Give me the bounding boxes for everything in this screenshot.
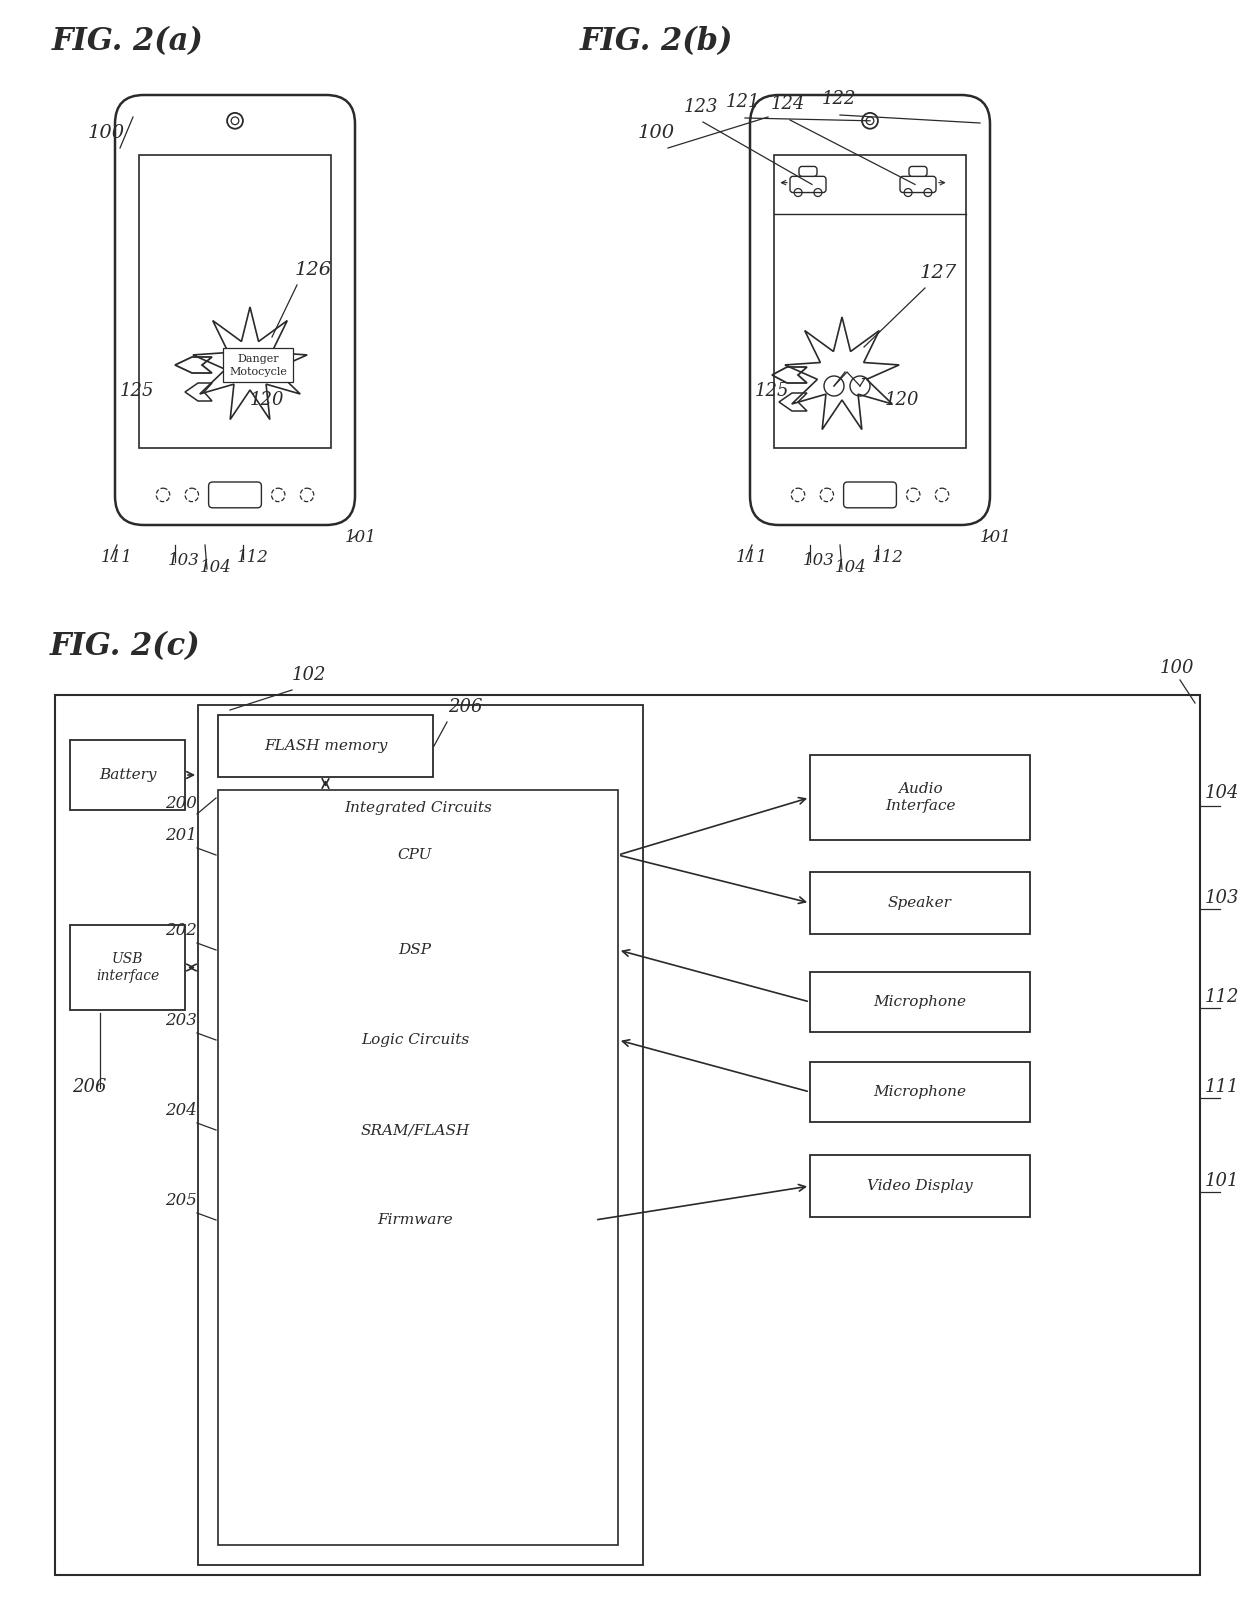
Text: 123: 123 xyxy=(684,97,718,117)
Text: 101: 101 xyxy=(345,529,377,547)
FancyBboxPatch shape xyxy=(799,166,817,176)
Text: 100: 100 xyxy=(639,125,675,142)
Bar xyxy=(139,155,331,447)
Text: Battery: Battery xyxy=(99,769,156,781)
Text: 104: 104 xyxy=(1205,783,1240,802)
Bar xyxy=(69,925,185,1010)
FancyBboxPatch shape xyxy=(208,483,262,508)
Bar xyxy=(236,1191,595,1250)
Text: 202: 202 xyxy=(165,922,197,940)
Text: 112: 112 xyxy=(872,550,904,566)
Bar xyxy=(236,1010,595,1071)
Text: 120: 120 xyxy=(250,390,284,409)
Bar xyxy=(236,920,595,980)
Bar xyxy=(810,873,1030,933)
Bar xyxy=(810,972,1030,1032)
Text: 125: 125 xyxy=(120,382,155,400)
Text: 101: 101 xyxy=(1205,1171,1240,1191)
FancyBboxPatch shape xyxy=(843,483,897,508)
Text: 206: 206 xyxy=(448,698,482,716)
Text: Video Display: Video Display xyxy=(867,1179,973,1194)
Text: 126: 126 xyxy=(295,260,332,280)
Bar xyxy=(69,740,185,810)
Text: Logic Circuits: Logic Circuits xyxy=(361,1032,469,1047)
Text: 104: 104 xyxy=(200,559,232,575)
Text: USB
interface: USB interface xyxy=(95,952,159,983)
Text: 100: 100 xyxy=(1159,658,1194,678)
Text: FIG. 2(a): FIG. 2(a) xyxy=(52,26,203,58)
Bar xyxy=(810,1155,1030,1218)
Text: SRAM/FLASH: SRAM/FLASH xyxy=(361,1123,470,1138)
Text: Microphone: Microphone xyxy=(873,996,966,1008)
Bar xyxy=(236,1099,595,1160)
Text: 201: 201 xyxy=(165,828,197,844)
Text: 120: 120 xyxy=(885,390,920,409)
Text: 111: 111 xyxy=(100,550,133,566)
Text: 103: 103 xyxy=(1205,888,1240,908)
Text: 203: 203 xyxy=(165,1012,197,1029)
FancyBboxPatch shape xyxy=(790,176,826,192)
FancyBboxPatch shape xyxy=(909,166,928,176)
Text: 101: 101 xyxy=(980,529,1012,547)
Text: 206: 206 xyxy=(72,1079,107,1096)
Bar xyxy=(218,789,618,1545)
Text: 103: 103 xyxy=(804,551,835,569)
FancyBboxPatch shape xyxy=(115,94,355,526)
Text: 103: 103 xyxy=(167,551,200,569)
Text: Motocycle: Motocycle xyxy=(229,368,286,377)
Text: 200: 200 xyxy=(165,794,197,812)
Text: Microphone: Microphone xyxy=(873,1085,966,1099)
Text: FLASH memory: FLASH memory xyxy=(264,738,387,753)
Text: DSP: DSP xyxy=(398,943,432,957)
Text: Integrated Circuits: Integrated Circuits xyxy=(343,801,492,815)
FancyBboxPatch shape xyxy=(750,94,990,526)
Text: 121: 121 xyxy=(725,93,760,110)
Text: Firmware: Firmware xyxy=(377,1213,453,1227)
Text: 204: 204 xyxy=(165,1103,197,1119)
Bar xyxy=(810,754,1030,841)
Text: 124: 124 xyxy=(771,94,806,113)
Bar xyxy=(218,714,433,777)
Text: Audio
Interface: Audio Interface xyxy=(885,783,955,813)
Bar xyxy=(774,155,966,447)
Bar xyxy=(55,695,1200,1576)
Text: 112: 112 xyxy=(1205,988,1240,1007)
Text: 125: 125 xyxy=(755,382,790,400)
Text: 112: 112 xyxy=(237,550,269,566)
Bar xyxy=(198,705,644,1564)
Text: 111: 111 xyxy=(737,550,768,566)
Text: 127: 127 xyxy=(920,264,957,281)
Bar xyxy=(810,1063,1030,1122)
Text: 104: 104 xyxy=(835,559,867,575)
Bar xyxy=(223,348,293,382)
Text: FIG. 2(c): FIG. 2(c) xyxy=(50,631,201,662)
Text: 122: 122 xyxy=(822,89,857,109)
Text: 111: 111 xyxy=(1205,1079,1240,1096)
Text: FIG. 2(b): FIG. 2(b) xyxy=(580,26,733,58)
Text: Speaker: Speaker xyxy=(888,896,952,909)
Text: Danger: Danger xyxy=(237,355,279,364)
Text: CPU: CPU xyxy=(398,849,433,861)
FancyBboxPatch shape xyxy=(900,176,936,192)
Text: 100: 100 xyxy=(88,125,125,142)
Text: 205: 205 xyxy=(165,1192,197,1210)
Text: 102: 102 xyxy=(291,666,326,684)
Bar xyxy=(236,825,595,885)
